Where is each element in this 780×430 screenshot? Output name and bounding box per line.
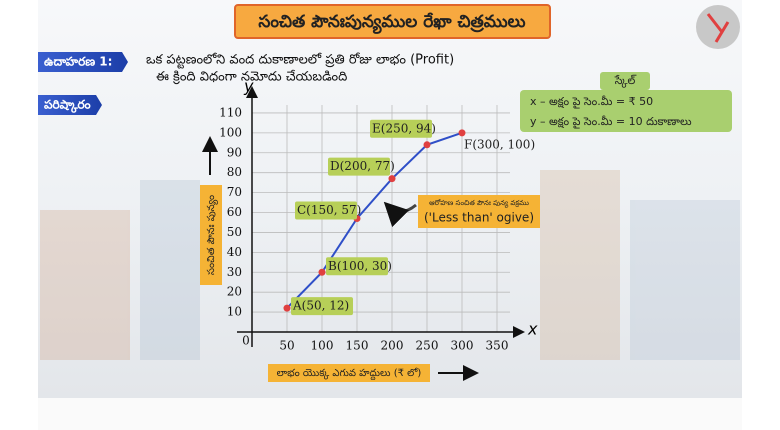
scale-title: స్కేల్ [614,74,637,88]
y-axis-label: సంచిత పౌనః పున్యం [206,195,218,275]
point-label: E(250, 94) [372,121,436,135]
x-tick-label: 350 [486,339,509,353]
scale-text: x – అక్షం పై సెం.మీ = ₹ 50 [530,95,653,109]
scale-tab [600,72,650,90]
example-label-box [38,52,128,72]
x-axis-label: లాభం యొక్క ఎగువ హద్దులు (₹ లో) [277,367,422,380]
x-tick-label: 300 [451,339,474,353]
point-label-box [326,257,388,276]
point-label-box [295,201,357,220]
annotation-arrow [383,201,417,228]
annotation: ఆరోహణ సంచిత పౌనః పున్య వక్రము [429,199,529,208]
y-tick-label: 30 [227,265,242,279]
scale-text: y – అక్షం పై సెం.మీ = 10 దుకాణాలు [530,115,692,129]
y-label-box [200,185,222,285]
solution-label-box [38,95,102,115]
point-label: F(300, 100) [464,137,535,151]
y-tick-label: 50 [227,225,242,239]
annotation-box [418,195,540,228]
annotation: ('Less than' ogive) [424,211,534,225]
y-axis-letter: y [243,77,254,96]
scale-box [520,90,732,132]
data-point [388,175,396,183]
data-point [423,141,431,149]
point-label: C(150, 57) [297,203,361,217]
y-tick-label: 60 [227,205,242,219]
point-label-box [291,297,353,316]
example-text: ఒక పట్టణంలోని వంద దుకాణాలలో ప్రతి రోజు ల… [146,52,454,70]
point-label: A(50, 12) [292,299,349,313]
footer-band [38,398,742,430]
data-point [318,268,326,276]
y-tick-label: 70 [227,185,242,199]
x-tick-label: 100 [311,339,334,353]
y-tick-label: 90 [227,145,242,159]
y-tick-label: 20 [227,285,242,299]
background-buildings [40,170,740,360]
point-label: D(200, 77) [330,159,395,173]
ogive-line [286,131,463,309]
x-axis-letter: x [527,320,538,339]
data-point [283,304,291,312]
x-label-box [268,364,430,382]
y-tick-label: 40 [227,245,242,259]
point-label: B(100, 30) [328,259,392,273]
point-label-box [370,119,432,138]
y-tick-label: 80 [227,165,242,179]
solution-label: పరిష్కారం [44,98,91,114]
x-tick-label: 150 [346,339,369,353]
y-tick-label: 10 [227,305,242,319]
data-point [458,129,466,137]
y-tick-label: 100 [219,125,242,139]
x-tick-label: 250 [416,339,439,353]
logo-mark [706,13,730,43]
point-label-box [328,157,390,176]
x-tick-label: 200 [381,339,404,353]
example-label: ఉదాహరణ 1: [44,55,112,69]
title: సంచిత పౌనఃపున్యముల రేఖా చిత్రములు [258,12,525,34]
title-box [234,4,551,39]
x-tick-label: 50 [279,339,294,353]
x-tick-label: 0 [242,334,250,348]
example-text: ఈ క్రింది విధంగా నమోదు చేయబడింది [156,70,347,85]
y-tick-label: 110 [219,105,242,119]
